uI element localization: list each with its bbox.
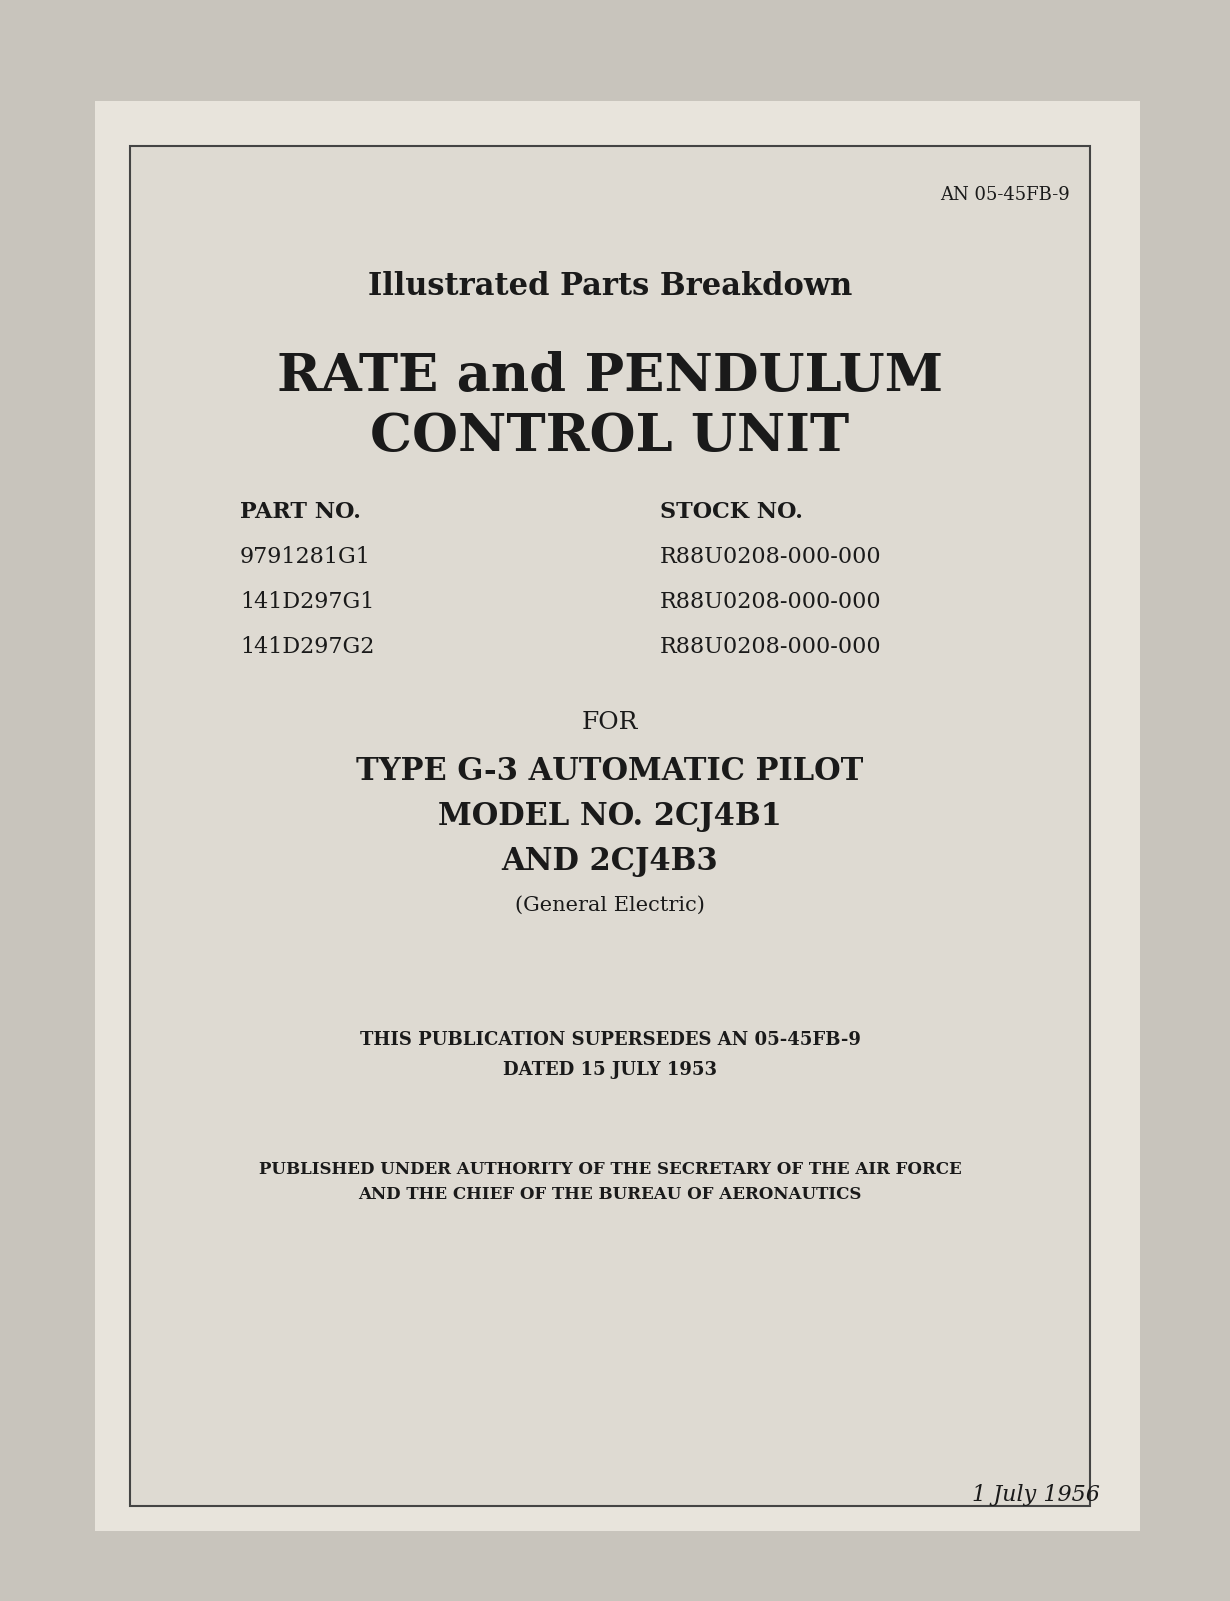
Text: PART NO.: PART NO. [240,501,360,524]
Text: PUBLISHED UNDER AUTHORITY OF THE SECRETARY OF THE AIR FORCE: PUBLISHED UNDER AUTHORITY OF THE SECRETA… [258,1161,962,1178]
Text: Illustrated Parts Breakdown: Illustrated Parts Breakdown [368,271,852,303]
Text: THIS PUBLICATION SUPERSEDES AN 05-45FB-9: THIS PUBLICATION SUPERSEDES AN 05-45FB-9 [359,1031,861,1049]
Text: MODEL NO. 2CJ4B1: MODEL NO. 2CJ4B1 [438,800,782,833]
Text: DATED 15 JULY 1953: DATED 15 JULY 1953 [503,1061,717,1079]
Text: (General Electric): (General Electric) [515,897,705,916]
FancyBboxPatch shape [95,101,1140,1531]
Text: 9791281G1: 9791281G1 [240,546,371,568]
Text: 141D297G1: 141D297G1 [240,591,374,613]
Text: R88U0208-000-000: R88U0208-000-000 [661,546,882,568]
Text: CONTROL UNIT: CONTROL UNIT [370,411,850,463]
Text: R88U0208-000-000: R88U0208-000-000 [661,591,882,613]
Text: 1 July 1956: 1 July 1956 [972,1484,1100,1507]
Text: TYPE G-3 AUTOMATIC PILOT: TYPE G-3 AUTOMATIC PILOT [357,756,863,788]
Text: AN 05-45FB-9: AN 05-45FB-9 [940,186,1070,203]
Text: FOR: FOR [582,711,638,733]
Text: 141D297G2: 141D297G2 [240,636,374,658]
Text: R88U0208-000-000: R88U0208-000-000 [661,636,882,658]
Text: AND THE CHIEF OF THE BUREAU OF AERONAUTICS: AND THE CHIEF OF THE BUREAU OF AERONAUTI… [358,1186,862,1202]
Text: RATE and PENDULUM: RATE and PENDULUM [277,351,943,402]
Bar [130,146,1090,1507]
Text: AND 2CJ4B3: AND 2CJ4B3 [502,845,718,877]
Text: STOCK NO.: STOCK NO. [661,501,803,524]
